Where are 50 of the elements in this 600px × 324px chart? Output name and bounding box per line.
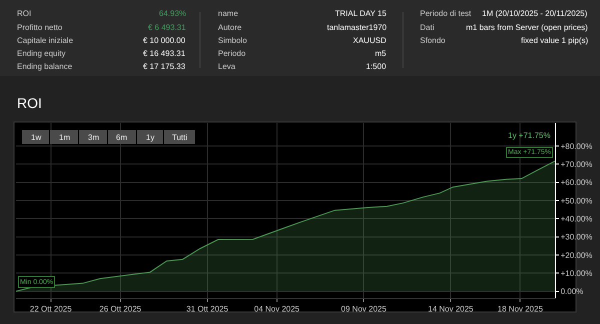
text: € 10 000.00 (143, 36, 186, 45)
text: Sfondo (420, 36, 446, 45)
y-tick-label: +20.00% (560, 250, 592, 260)
y-tick-label: +10.00% (560, 268, 592, 278)
annotation: 1m (59, 133, 70, 142)
annotation: 3m (88, 133, 100, 142)
y-tick-label: +40.00% (560, 214, 592, 224)
text: tanlamaster1970 (327, 23, 388, 32)
x-tick-label: 09 Nov 2025 (341, 304, 387, 314)
text: XAUUSD (353, 36, 387, 45)
text: fixed value 1 pip(s) (521, 36, 588, 45)
y-tick-label: +70.00% (560, 160, 592, 170)
annotation: 1w (31, 133, 42, 142)
x-tick-label: 04 Nov 2025 (254, 304, 300, 314)
text: 1:500 (366, 62, 387, 71)
x-tick-label: 14 Nov 2025 (428, 304, 474, 314)
text: 64.93% (159, 9, 186, 18)
text: TRIAL DAY 15 (335, 9, 387, 18)
y-tick-label: +80.00% (560, 142, 592, 151)
annotation: 1y (146, 133, 154, 142)
x-tick-label: 26 Ott 2025 (99, 304, 142, 314)
y-tick-label: 0.00% (560, 287, 584, 296)
chart-title: ROI (17, 95, 42, 111)
text: ROI (17, 9, 32, 18)
annotation: 1y +71.75% (508, 131, 550, 140)
text: Simbolo (218, 36, 248, 45)
text: Periodo di test (420, 9, 472, 18)
text: € 16 493.31 (143, 49, 186, 58)
text: name (218, 9, 239, 18)
text: 1M (20/10/2025 - 20/11/2025) (482, 9, 588, 18)
text: Capitale iniziale (17, 36, 74, 45)
text: Ending balance (17, 62, 73, 71)
text: Dati (420, 23, 434, 32)
text: Leva (218, 62, 236, 71)
text: Autore (218, 23, 242, 32)
y-tick-label: +50.00% (560, 196, 592, 206)
text: m5 (375, 49, 387, 58)
text: m1 bars from Server (open prices) (466, 23, 588, 32)
text: Profitto netto (17, 23, 63, 32)
annotation: Tutti (172, 133, 188, 142)
y-tick-label: +60.00% (560, 178, 592, 188)
text: € 6 493.31 (148, 23, 186, 32)
x-tick-label: 18 Nov 2025 (498, 304, 544, 314)
text: Ending equity (17, 49, 66, 58)
y-tick-label: +30.00% (560, 232, 592, 242)
x-tick-label: 31 Ott 2025 (186, 304, 229, 314)
annotation: 6m (116, 133, 128, 142)
x-tick-label: 22 Ott 2025 (30, 304, 72, 314)
text: Periodo (218, 49, 246, 58)
text: € 17 175.33 (143, 62, 186, 71)
